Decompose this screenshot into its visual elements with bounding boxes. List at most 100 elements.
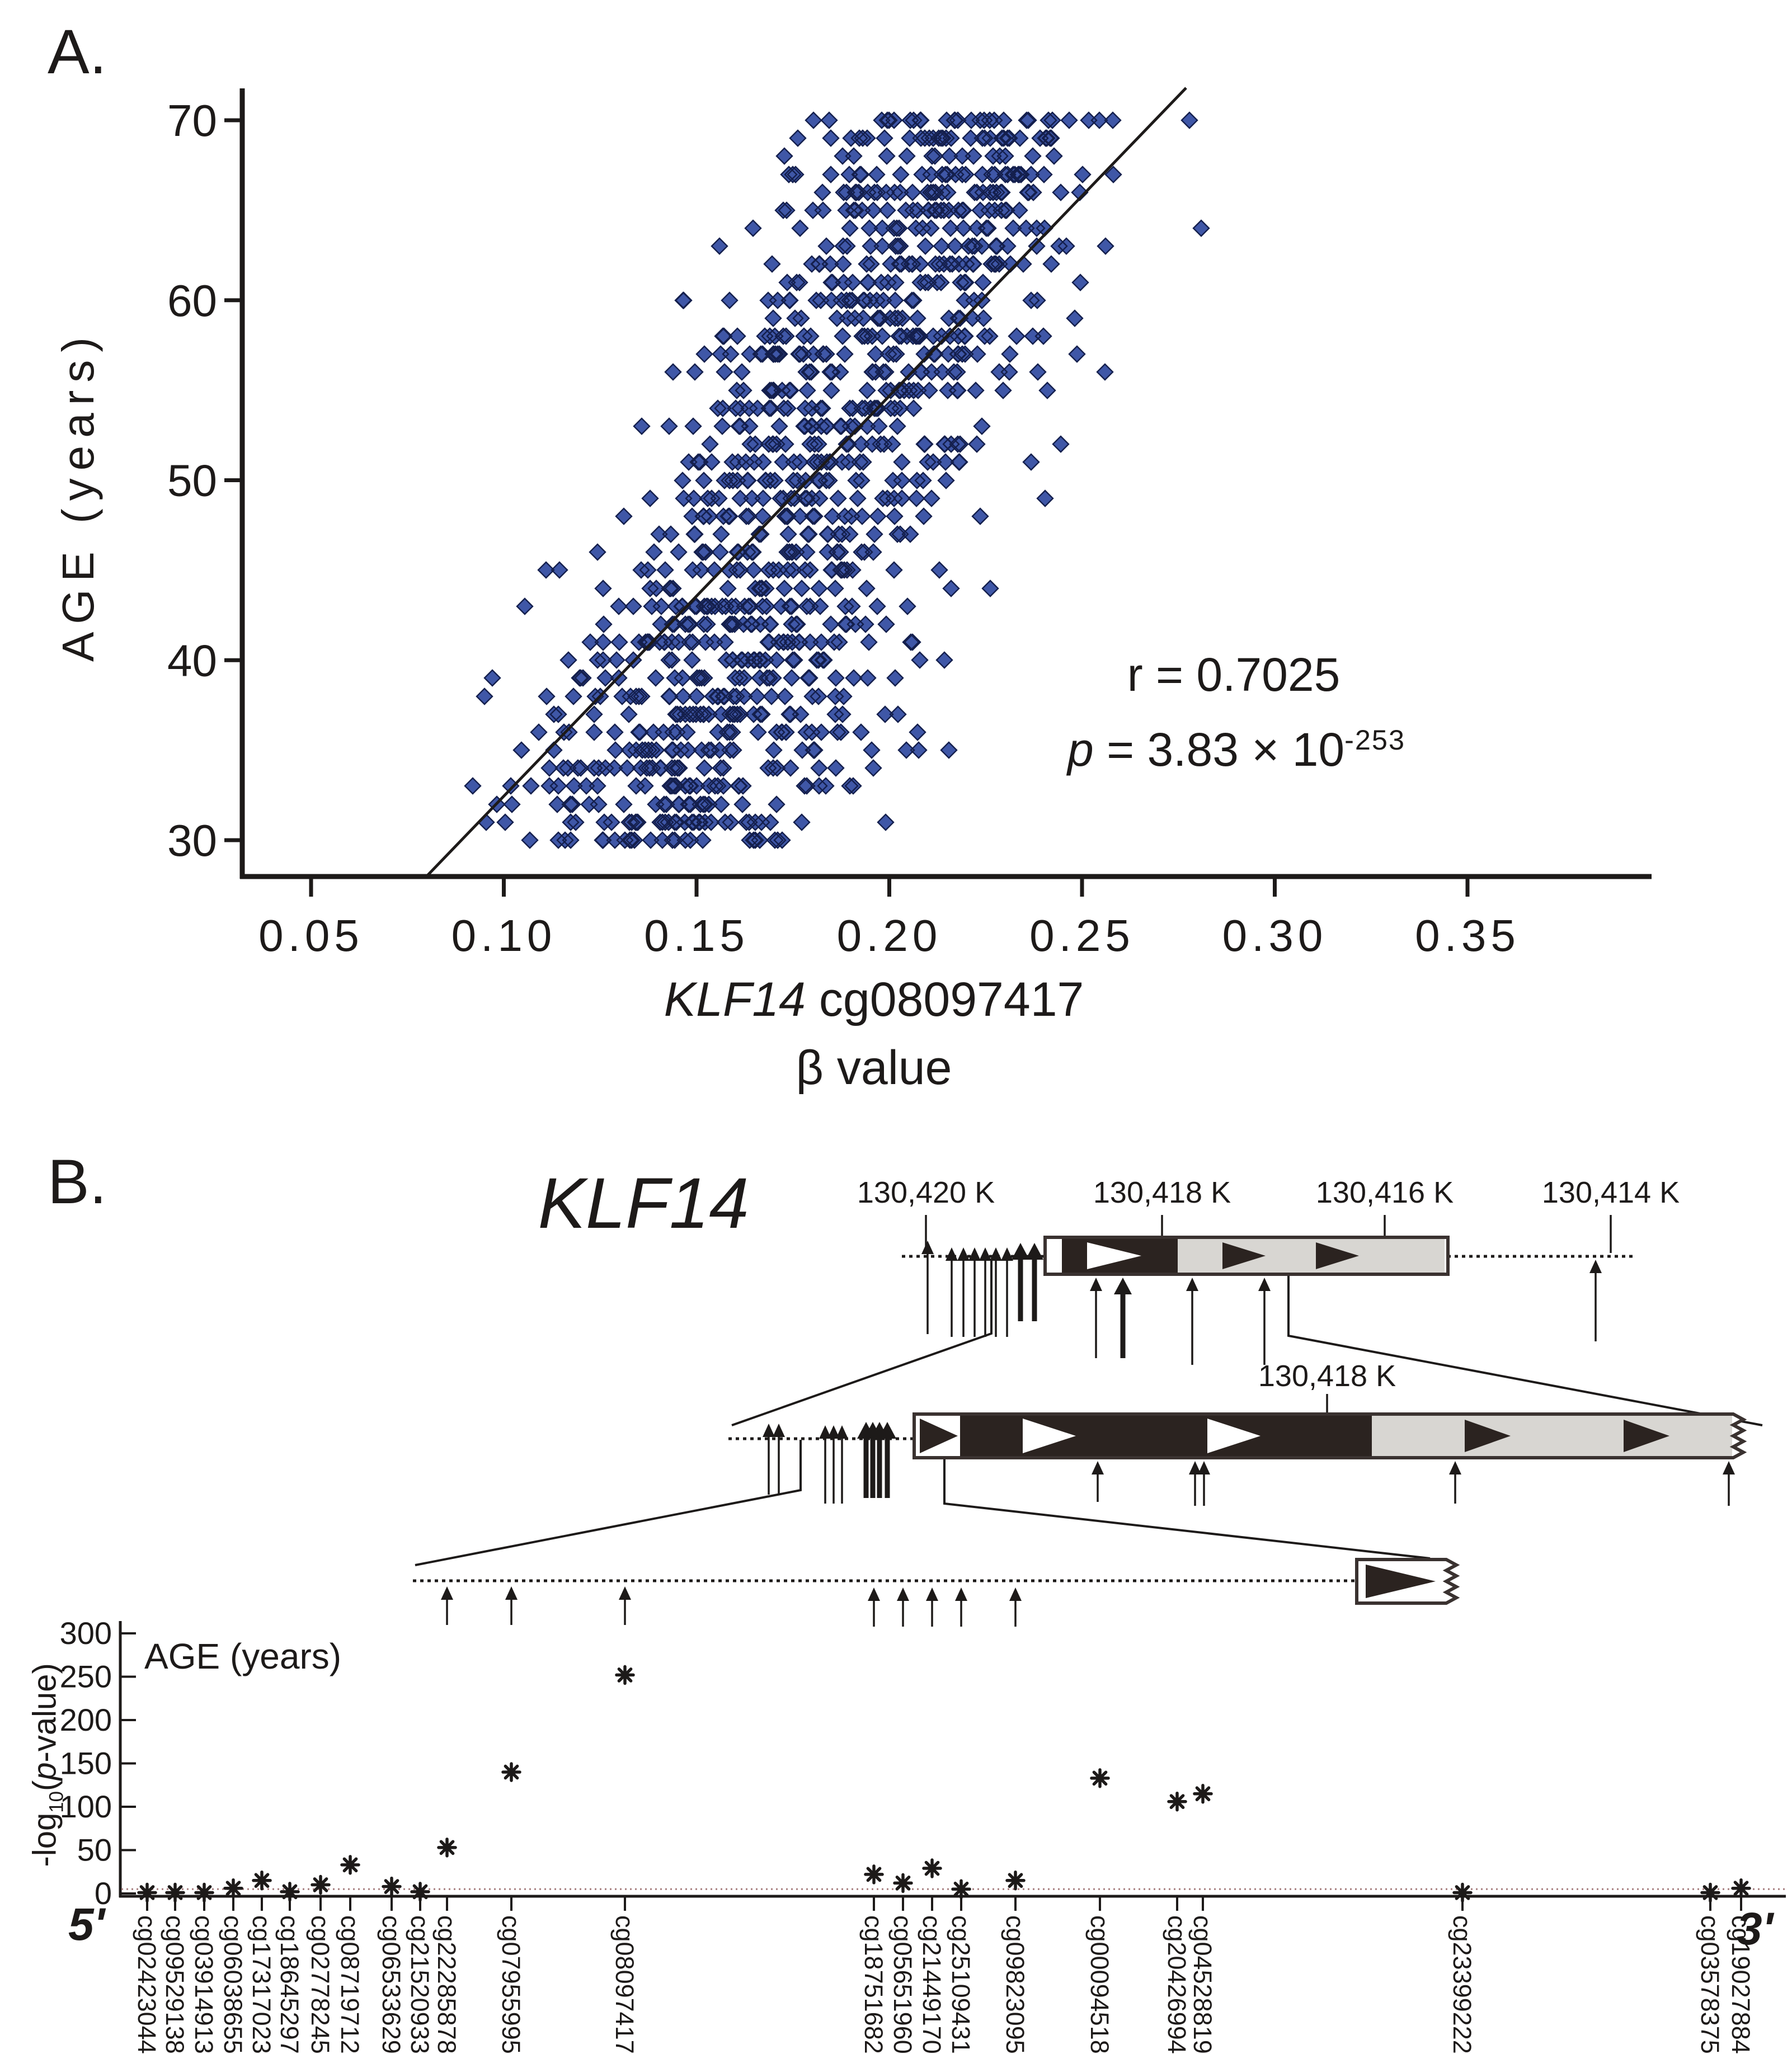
cpg-probe-label: cg03914913 bbox=[190, 1915, 218, 2054]
p-exponent: -253 bbox=[1344, 724, 1405, 756]
panel-b-gene-title: KLF14 bbox=[538, 1163, 749, 1243]
regression-line bbox=[425, 87, 1187, 878]
cpg-probe-label: cg21520933 bbox=[406, 1915, 434, 2054]
exon-arrow-triangle bbox=[1222, 1242, 1266, 1269]
cpg-site-arrow-head bbox=[1092, 1461, 1104, 1474]
cpg-probe-label: cg02423044 bbox=[133, 1915, 161, 2054]
cpg-site-arrow-head bbox=[1009, 1587, 1022, 1601]
pvalue-asterisk-marker bbox=[893, 1873, 913, 1893]
cpg-site-arrow-head bbox=[955, 1587, 967, 1601]
cpg-probe-label: cg25109431 bbox=[947, 1915, 975, 2054]
pvalue-asterisk-marker bbox=[165, 1882, 185, 1903]
panel-a-x-axis-unit: β value bbox=[796, 1041, 952, 1095]
cpg-probe-label: cg06533629 bbox=[377, 1915, 406, 2054]
cpg-site-arrow-head bbox=[946, 1247, 958, 1261]
y-axis-tick-label: 70 bbox=[167, 96, 217, 145]
exon-arrow-triangle bbox=[1023, 1419, 1076, 1453]
cpg-probe-label: cg18751682 bbox=[859, 1915, 888, 2054]
x-axis-tick-label: 0.30 bbox=[1222, 911, 1328, 960]
exon-arrow-triangle bbox=[1624, 1420, 1669, 1452]
cpg-probe-label: cg08097417 bbox=[610, 1915, 639, 2054]
pvalue-asterisk-marker bbox=[922, 1858, 942, 1878]
cpg-site-arrow-head bbox=[1589, 1260, 1602, 1273]
scatter-points bbox=[464, 111, 1210, 849]
pvalue-y-tick-label: 200 bbox=[60, 1702, 112, 1737]
panel-a-label: A. bbox=[48, 17, 107, 87]
pvalue-y-tick-label: 100 bbox=[60, 1789, 112, 1824]
gene-name: KLF14 bbox=[664, 973, 806, 1026]
pvalue-y-tick-label: 50 bbox=[77, 1832, 112, 1868]
utr-exon-region bbox=[1178, 1239, 1445, 1273]
pvalue-asterisk-marker bbox=[1700, 1882, 1720, 1903]
cpg-site-arrow-bold-head bbox=[878, 1422, 896, 1439]
pvalue-asterisk-marker bbox=[1193, 1784, 1213, 1804]
cpg-probe-label: cg03578375 bbox=[1696, 1915, 1724, 2054]
cpg-site-arrow-head bbox=[773, 1424, 785, 1437]
x-axis-tick-label: 0.20 bbox=[837, 911, 942, 960]
cpg-site-arrow-head bbox=[1258, 1278, 1271, 1291]
cpg-site-arrow-head bbox=[921, 1241, 934, 1254]
zoom-connector-line bbox=[415, 1440, 802, 1566]
exon-arrow-triangle bbox=[1465, 1420, 1511, 1452]
cpg-probe-label: cg00094518 bbox=[1085, 1915, 1114, 2054]
genomic-coordinate-label: 130,418 K bbox=[1258, 1359, 1396, 1393]
cpg-probe-label: cg23399222 bbox=[1448, 1915, 1476, 2054]
correlation-r-value: r = 0.7025 bbox=[1127, 648, 1341, 701]
x-axis-tick-label: 0.35 bbox=[1415, 911, 1520, 960]
cpg-site-arrow-head bbox=[979, 1247, 991, 1261]
pvalue-asterisk-marker bbox=[1005, 1871, 1026, 1891]
zoom-connector-line bbox=[731, 1259, 993, 1426]
pvalue-asterisk-marker bbox=[1452, 1882, 1473, 1903]
pvalue-asterisk-marker bbox=[311, 1874, 331, 1895]
cpg-probe-label: cg05651960 bbox=[888, 1915, 917, 2054]
pvalue-asterisk-marker bbox=[501, 1762, 521, 1782]
genomic-coordinate-label: 130,414 K bbox=[1542, 1176, 1680, 1209]
y-axis-tick-label: 60 bbox=[167, 276, 217, 326]
cpg-probe-label: cg02778245 bbox=[306, 1915, 335, 2054]
cpg-probe-label: cg17317023 bbox=[247, 1915, 276, 2054]
exon-arrow-triangle bbox=[1366, 1565, 1436, 1598]
x-axis-tick-label: 0.25 bbox=[1029, 911, 1135, 960]
y-axis-tick-label: 40 bbox=[167, 635, 217, 685]
cpg-probe-label: cg09529138 bbox=[161, 1915, 189, 2054]
pvalue-y-tick-label: 300 bbox=[60, 1615, 112, 1651]
cpg-site-arrow-head bbox=[968, 1247, 981, 1261]
cpg-site-arrow-head bbox=[1186, 1278, 1198, 1291]
cpg-site-arrow-head bbox=[926, 1587, 938, 1601]
cpg-site-arrow-bold-head bbox=[1114, 1278, 1132, 1294]
cpg-site-arrow-head bbox=[897, 1587, 909, 1601]
genomic-coordinate-label: 130,416 K bbox=[1316, 1176, 1454, 1209]
exon-arrow-triangle bbox=[1316, 1242, 1359, 1269]
pvalue-asterisk-marker bbox=[280, 1882, 300, 1902]
pvalue-y-tick-label: 0 bbox=[95, 1876, 112, 1911]
panel-b-label: B. bbox=[48, 1147, 107, 1217]
genomic-coordinate-label: 130,420 K bbox=[857, 1176, 995, 1209]
cpg-site-arrow-head bbox=[763, 1424, 775, 1437]
cpg-probe-label: cg20426994 bbox=[1163, 1915, 1191, 2054]
row1-gene-box-border bbox=[1043, 1236, 1450, 1276]
cpg-probe-label: cg21449170 bbox=[918, 1915, 946, 2054]
x-axis-tick-label: 0.10 bbox=[451, 911, 557, 960]
y-axis-tick-label: 50 bbox=[167, 456, 217, 506]
cpg-site-arrow-head bbox=[1001, 1247, 1013, 1261]
cpg-site-arrow-head bbox=[836, 1425, 848, 1439]
zoom-connector-line bbox=[1287, 1274, 1763, 1426]
exon-arrow-triangle bbox=[1207, 1419, 1260, 1453]
coding-exon-region bbox=[960, 1416, 1372, 1456]
cpg-site-arrow-head bbox=[819, 1425, 831, 1439]
cpg-probe-label: cg08719712 bbox=[336, 1915, 364, 2054]
cpg-site-arrow-head bbox=[827, 1425, 840, 1439]
pvalue-asterisk-marker bbox=[1090, 1768, 1110, 1788]
five-prime-label: 5' bbox=[68, 1899, 105, 1950]
cpg-probe-label: cg22285878 bbox=[432, 1915, 461, 2054]
cpg-site-arrow-head bbox=[957, 1247, 970, 1261]
pvalue-asterisk-marker bbox=[1731, 1878, 1751, 1898]
x-axis-tick-label: 0.15 bbox=[644, 911, 749, 960]
panel-b-gene-diagram: 130,420 K 130,418 K 130,416 K 130,414 K 130,… bbox=[60, 1176, 1786, 2054]
cpg-probe-label: cg09823095 bbox=[1001, 1915, 1029, 2054]
cpg-site-arrow-head bbox=[1090, 1278, 1102, 1291]
pvalue-asterisk-marker bbox=[951, 1879, 971, 1899]
exon-arrow-triangle bbox=[1087, 1242, 1141, 1269]
cpg-probe-label: cg19027884 bbox=[1727, 1915, 1755, 2054]
